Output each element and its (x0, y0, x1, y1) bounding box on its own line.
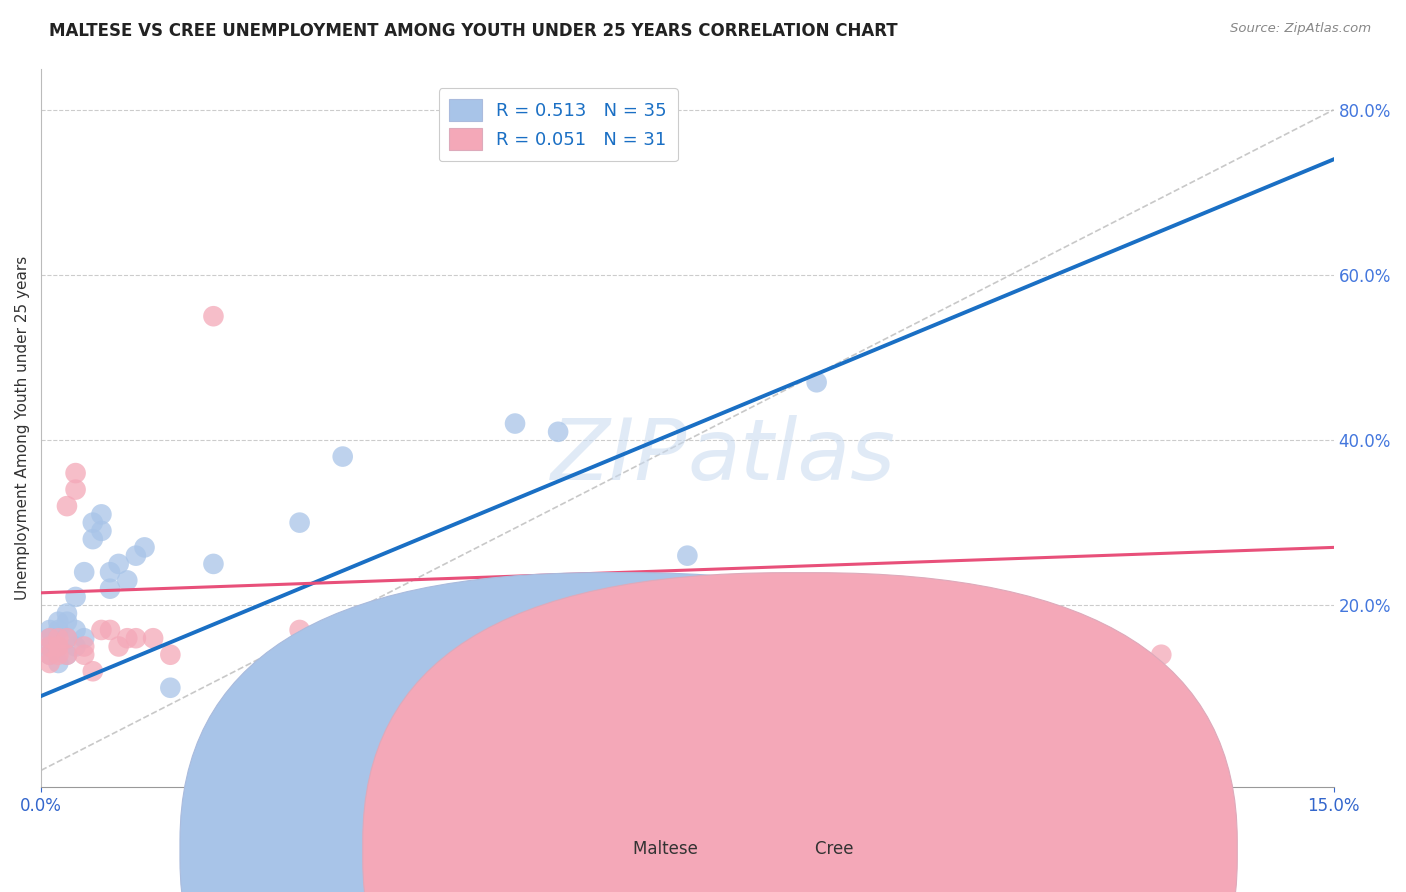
Point (107, 640, 129, 654)
Point (806, 376, 828, 390)
Point (65, 590, 87, 604)
Point (82, 665, 104, 679)
Point (46, 640, 69, 654)
Point (159, 648, 181, 662)
Point (56, 499, 79, 513)
Point (46, 631, 69, 645)
Point (98, 623, 121, 637)
Point (46, 656, 69, 670)
Point (65, 640, 87, 654)
Point (202, 557, 225, 571)
Text: Maltese: Maltese (612, 840, 697, 858)
Point (73, 648, 96, 662)
Point (56, 631, 79, 645)
Point (202, 310, 225, 324)
Point (90, 508, 112, 522)
Point (676, 549, 699, 563)
Point (117, 631, 139, 645)
Point (46, 615, 69, 629)
Point (503, 417, 526, 431)
Point (159, 681, 181, 695)
Point (288, 516, 311, 530)
Point (46, 640, 69, 654)
Text: MALTESE VS CREE UNEMPLOYMENT AMONG YOUTH UNDER 25 YEARS CORRELATION CHART: MALTESE VS CREE UNEMPLOYMENT AMONG YOUTH… (49, 22, 898, 40)
Point (107, 557, 129, 571)
Point (56, 615, 79, 629)
Point (90, 623, 112, 637)
Point (56, 631, 79, 645)
Point (65, 466, 87, 480)
Point (56, 648, 79, 662)
Point (73, 631, 96, 645)
Point (38, 631, 60, 645)
Point (46, 623, 69, 637)
Point (142, 631, 165, 645)
Point (125, 549, 148, 563)
Point (98, 565, 121, 579)
Point (56, 607, 79, 621)
Point (56, 648, 79, 662)
Point (73, 565, 96, 579)
Legend: R = 0.513   N = 35, R = 0.051   N = 31: R = 0.513 N = 35, R = 0.051 N = 31 (439, 88, 678, 161)
Point (65, 483, 87, 497)
Text: Source: ZipAtlas.com: Source: ZipAtlas.com (1230, 22, 1371, 36)
Point (591, 582, 613, 596)
Point (38, 623, 60, 637)
Point (38, 656, 60, 670)
Point (38, 640, 60, 654)
Point (134, 541, 156, 555)
Point (117, 574, 139, 588)
Point (82, 516, 104, 530)
Point (98, 582, 121, 596)
Point (332, 450, 354, 464)
Point (332, 623, 354, 637)
Text: atlas: atlas (688, 415, 896, 498)
Text: Cree: Cree (794, 840, 853, 858)
Point (38, 648, 60, 662)
Point (38, 631, 60, 645)
Point (848, 648, 870, 662)
Point (38, 640, 60, 654)
Point (1150, 648, 1173, 662)
Point (374, 615, 396, 629)
Point (288, 623, 311, 637)
Point (90, 524, 112, 538)
Point (73, 640, 96, 654)
Point (46, 648, 69, 662)
Point (82, 532, 104, 546)
Point (547, 425, 569, 439)
Y-axis label: Unemployment Among Youth under 25 years: Unemployment Among Youth under 25 years (15, 255, 30, 599)
Point (461, 623, 484, 637)
Text: ZIP: ZIP (551, 415, 688, 498)
Point (38, 648, 60, 662)
Point (125, 631, 148, 645)
Point (65, 623, 87, 637)
Point (547, 615, 569, 629)
